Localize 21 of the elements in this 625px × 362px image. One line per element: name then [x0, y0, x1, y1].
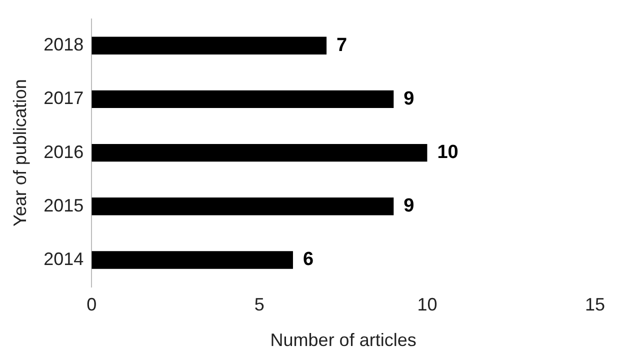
y-tick-label: 2018 — [44, 34, 84, 55]
data-label: 9 — [404, 196, 414, 217]
y-tick-label: 2016 — [44, 142, 84, 162]
x-axis-title: Number of articles — [270, 330, 416, 350]
bar — [92, 90, 394, 108]
bar — [92, 144, 428, 162]
bar — [92, 251, 293, 269]
x-tick-label: 0 — [86, 294, 97, 315]
data-label: 10 — [437, 142, 458, 164]
x-tick-label: 15 — [584, 294, 606, 315]
x-tick-label: 5 — [254, 294, 264, 315]
y-tick-label: 2014 — [44, 248, 84, 269]
data-label: 6 — [302, 249, 314, 270]
y-axis-title: Year of publication — [10, 79, 30, 227]
x-tick-label: 10 — [417, 294, 438, 315]
data-label: 9 — [404, 88, 414, 110]
y-tick-label: 2017 — [44, 88, 84, 108]
y-tick-label: 2015 — [44, 195, 84, 216]
data-label: 7 — [336, 34, 348, 56]
bar — [92, 198, 394, 216]
bar — [92, 36, 327, 54]
